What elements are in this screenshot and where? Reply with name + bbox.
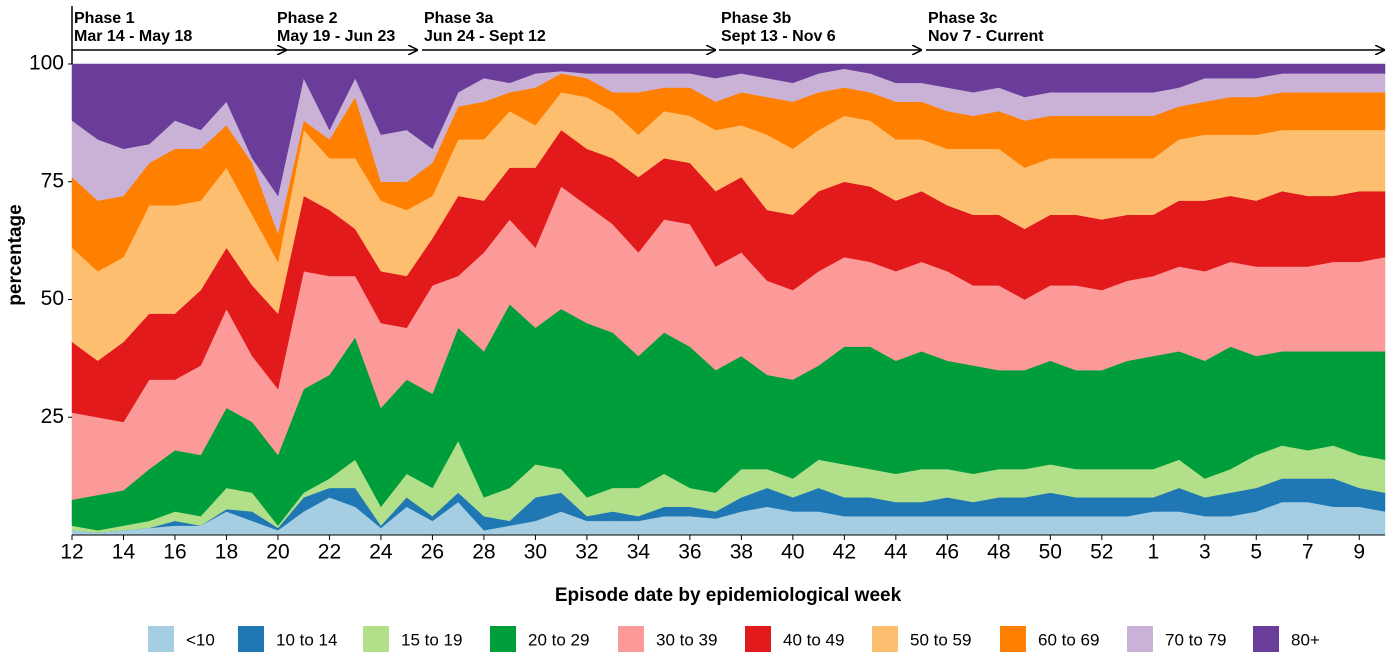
x-tick-label: 16 <box>163 541 186 564</box>
x-tick-label: 42 <box>833 541 856 564</box>
x-tick-label: 22 <box>318 541 341 564</box>
x-tick-label: 44 <box>884 541 908 564</box>
y-tick-label: 100 <box>29 52 64 75</box>
legend-label: <10 <box>186 630 215 649</box>
x-tick-label: 28 <box>472 541 495 564</box>
legend-label: 70 to 79 <box>1165 630 1226 649</box>
y-tick-label: 25 <box>41 405 64 428</box>
x-tick-label: 12 <box>60 541 83 564</box>
legend-swatch <box>618 626 644 652</box>
legend-swatch <box>490 626 516 652</box>
x-tick-label: 9 <box>1353 541 1365 564</box>
phase-name: Phase 3a <box>424 10 493 27</box>
x-tick-label: 34 <box>627 541 651 564</box>
plot-area <box>71 63 1386 536</box>
x-tick-label: 32 <box>575 541 598 564</box>
x-tick-label: 7 <box>1302 541 1314 564</box>
phase-name: Phase 3b <box>721 10 791 27</box>
legend-label: 40 to 49 <box>783 630 844 649</box>
x-axis-title: Episode date by epidemiological week <box>555 585 902 606</box>
legend-label: 80+ <box>1291 630 1320 649</box>
phase-dates: Mar 14 - May 18 <box>74 28 192 45</box>
x-tick-label: 46 <box>936 541 959 564</box>
phase-dates: May 19 - Jun 23 <box>277 28 395 45</box>
legend-label: 20 to 29 <box>528 630 589 649</box>
x-tick-label: 1 <box>1147 541 1159 564</box>
legend-swatch <box>872 626 898 652</box>
legend-swatch <box>363 626 389 652</box>
area <box>71 63 1386 197</box>
legend-label: 30 to 39 <box>656 630 717 649</box>
legend-label: 15 to 19 <box>401 630 462 649</box>
x-tick-label: 48 <box>987 541 1010 564</box>
x-tick-label: 30 <box>524 541 547 564</box>
x-tick-label: 24 <box>369 541 393 564</box>
legend-swatch <box>238 626 264 652</box>
y-axis-title: percentage <box>5 204 26 305</box>
phase-name: Phase 2 <box>277 10 338 27</box>
x-tick-label: 26 <box>421 541 444 564</box>
legend-label: 60 to 69 <box>1038 630 1099 649</box>
x-tick-label: 50 <box>1039 541 1062 564</box>
legend-swatch <box>1253 626 1279 652</box>
legend-swatch <box>745 626 771 652</box>
x-tick-label: 20 <box>266 541 289 564</box>
x-tick-label: 36 <box>678 541 701 564</box>
y-tick-label: 50 <box>41 287 64 310</box>
phase-name: Phase 3c <box>928 10 997 27</box>
x-tick-label: 52 <box>1090 541 1113 564</box>
x-tick-label: 14 <box>112 541 136 564</box>
x-tick-label: 40 <box>781 541 804 564</box>
legend-swatch <box>148 626 174 652</box>
phase-name: Phase 1 <box>74 10 135 27</box>
phase-dates: Jun 24 - Sept 12 <box>424 28 546 45</box>
legend-label: 50 to 59 <box>910 630 971 649</box>
x-tick-label: 3 <box>1199 541 1211 564</box>
x-tick-label: 5 <box>1250 541 1262 564</box>
phase-dates: Nov 7 - Current <box>928 28 1044 45</box>
y-tick-label: 75 <box>41 169 64 192</box>
legend-label: 10 to 14 <box>276 630 337 649</box>
legend-swatch <box>1127 626 1153 652</box>
x-tick-label: 18 <box>215 541 238 564</box>
phase-dates: Sept 13 - Nov 6 <box>721 28 836 45</box>
legend-swatch <box>1000 626 1026 652</box>
x-tick-label: 38 <box>730 541 753 564</box>
